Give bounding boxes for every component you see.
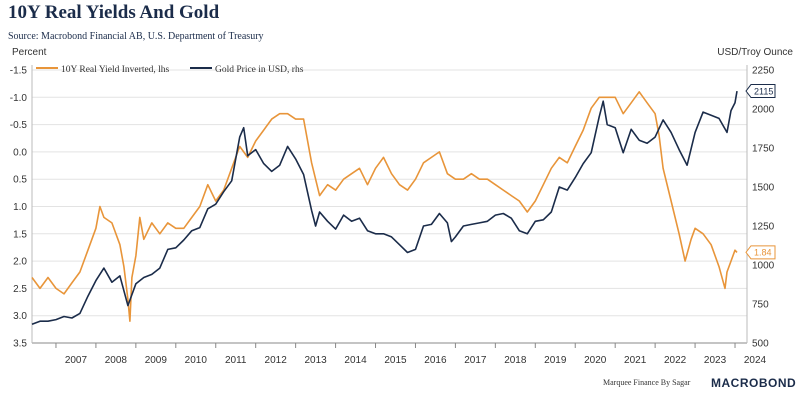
x-tick-label: 2014 <box>344 355 367 366</box>
left-tick-label: 0.5 <box>13 175 27 186</box>
x-tick-label: 2011 <box>225 355 247 366</box>
right-tick-label: 500 <box>752 339 769 350</box>
gold-value-label: 2115 <box>754 86 773 96</box>
x-tick-label: 2007 <box>65 355 88 366</box>
right-tick-label: 1000 <box>752 261 775 272</box>
right-tick-label: 750 <box>752 300 769 311</box>
x-tick-label: 2008 <box>105 355 128 366</box>
legend: 10Y Real Yield Inverted, lhs Gold Price … <box>36 65 304 75</box>
x-tick-label: 2013 <box>304 355 327 366</box>
right-tick-label: 1250 <box>752 222 775 233</box>
left-tick-label: 1.0 <box>13 202 27 213</box>
real-yield-value-label: 1.84 <box>754 248 772 258</box>
real-yield-line <box>31 91 738 323</box>
x-tick-label: 2019 <box>544 355 567 366</box>
left-tick-label: -1.0 <box>10 93 28 104</box>
grid-lines <box>31 65 748 344</box>
x-tick-label: 2016 <box>424 355 447 366</box>
right-axis-ticks: 500 750 1000 1250 1500 1750 2000 2250 <box>752 66 775 350</box>
value-badges: 2115 1.84 <box>745 84 776 260</box>
left-tick-label: 3.0 <box>13 311 27 322</box>
series-lines <box>31 90 738 326</box>
left-tick-label: -0.5 <box>10 120 28 131</box>
left-tick-label: 1.5 <box>13 229 27 240</box>
right-tick-label: 2000 <box>752 105 775 116</box>
x-tick-label: 2009 <box>145 355 168 366</box>
x-tick-label: 2017 <box>464 355 487 366</box>
x-axis-ticks: 2007 2008 2009 2010 2011 2012 2013 2014 2015 2016… <box>55 343 767 366</box>
x-tick-label: 2010 <box>185 355 208 366</box>
macrobond-logo: MACROBOND <box>711 376 797 390</box>
x-tick-label: 2023 <box>704 355 727 366</box>
chart-source: Source: Macrobond Financial AB, U.S. Dep… <box>8 31 264 42</box>
gold-price-line <box>31 90 738 326</box>
left-tick-label: 2.5 <box>13 284 27 295</box>
left-axis-label: Percent <box>12 47 47 58</box>
left-tick-label: 3.5 <box>13 339 27 350</box>
x-tick-label: 2018 <box>504 355 527 366</box>
left-tick-label: 0.0 <box>13 147 27 158</box>
x-tick-label: 2020 <box>584 355 607 366</box>
x-tick-label: 2015 <box>384 355 407 366</box>
left-axis-ticks: -1.5 -1.0 -0.5 0.0 0.5 1.0 1.5 2.0 2.5 3.0 3.5 <box>10 66 28 350</box>
legend-label-real-yield: 10Y Real Yield Inverted, lhs <box>61 65 170 75</box>
legend-label-gold: Gold Price in USD, rhs <box>215 65 304 75</box>
chart-title: 10Y Real Yields And Gold <box>8 2 220 23</box>
gold-value-badge <box>745 84 776 99</box>
right-tick-label: 1500 <box>752 183 775 194</box>
credit-text: Marquee Finance By Sagar <box>603 378 691 387</box>
x-tick-label: 2024 <box>744 355 767 366</box>
left-tick-label: 2.0 <box>13 257 27 268</box>
left-tick-label: -1.5 <box>10 66 28 77</box>
right-tick-label: 2250 <box>752 66 775 77</box>
right-tick-label: 1750 <box>752 144 775 155</box>
x-tick-label: 2022 <box>664 355 687 366</box>
right-axis-label: USD/Troy Ounce <box>717 47 793 58</box>
real-yield-value-badge <box>745 245 776 260</box>
x-tick-label: 2021 <box>624 355 647 366</box>
x-tick-label: 2012 <box>265 355 288 366</box>
